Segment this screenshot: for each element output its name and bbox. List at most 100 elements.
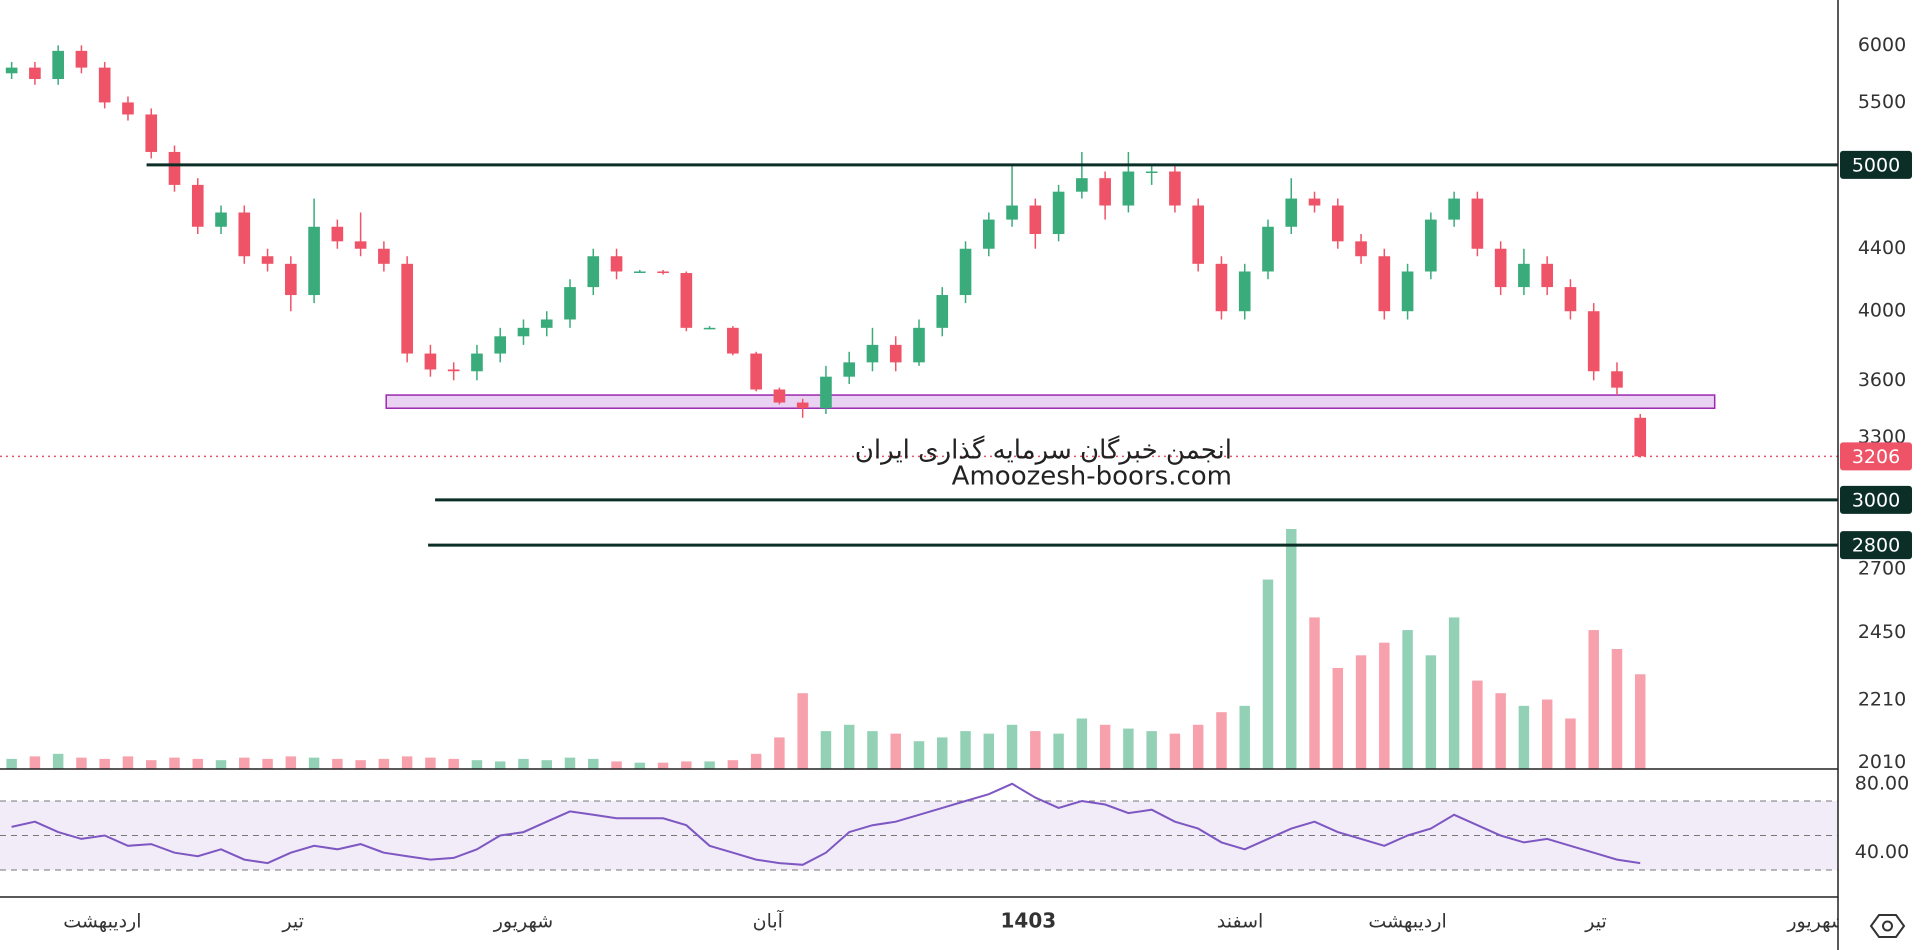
volume-bar — [820, 731, 832, 769]
volume-bar — [611, 761, 622, 769]
volume-bar — [215, 760, 227, 769]
volume-bar — [634, 762, 646, 769]
level-label: 2800 — [1852, 535, 1900, 557]
time-axis: اردیبهشت تیر شهریور آبان 1403 اسفند اردیبهشت تی… — [63, 909, 1847, 933]
volume-bar — [285, 756, 297, 769]
candle-body — [308, 226, 320, 296]
volume-bar — [1286, 529, 1297, 769]
candle-body — [1518, 263, 1530, 288]
volume-bar — [1309, 617, 1320, 769]
candle-body — [75, 50, 88, 68]
watermark: انجمن خبرگان سرمایه گذاری ایران — [855, 435, 1232, 466]
volume-bar — [774, 737, 785, 769]
candle-body — [820, 376, 832, 409]
volume-bar — [1169, 733, 1181, 769]
candle-body — [540, 319, 553, 328]
volume-bar — [1006, 724, 1018, 769]
level-label: 5000 — [1852, 154, 1900, 176]
candle-body — [1611, 371, 1623, 388]
volume-bar — [1053, 733, 1064, 769]
x-tick-label: آبان — [753, 909, 784, 933]
volume-bar — [425, 757, 436, 769]
volume-bar — [494, 761, 506, 769]
price-axis: 2010221024502700330036004000440055006000… — [1840, 34, 1912, 863]
last-price-box — [1840, 442, 1912, 471]
price-layer — [0, 45, 1838, 547]
volume-bar — [76, 757, 87, 769]
volume-bar — [1146, 731, 1157, 769]
rsi-pane — [0, 782, 1838, 871]
volume-bar — [843, 724, 855, 769]
candle-body — [1401, 271, 1414, 312]
volume-bar — [401, 756, 413, 769]
candle-body — [913, 327, 925, 363]
x-tick-label: شهریور — [493, 911, 553, 933]
settings-icon[interactable] — [1869, 914, 1906, 938]
candle-body — [727, 327, 739, 354]
y-tick-label: 4000 — [1858, 300, 1906, 322]
candle-body — [750, 353, 762, 390]
volume-bar — [1332, 667, 1344, 769]
volume-bar — [378, 758, 390, 769]
x-tick-label: اسفند — [1217, 911, 1264, 933]
candle-body — [29, 67, 41, 80]
candle-body — [1448, 198, 1460, 220]
watermark-layer: انجمن خبرگان سرمایه گذاری ایرانAmoozesh-… — [855, 435, 1232, 492]
candle-body — [1425, 219, 1437, 272]
candle-body — [285, 263, 297, 296]
candle-body — [354, 241, 367, 249]
volume-bar — [448, 758, 459, 769]
candle-body — [1564, 287, 1577, 312]
candle-body — [1122, 171, 1135, 206]
candle-body — [703, 327, 716, 330]
volume-bar — [937, 737, 948, 769]
candle-body — [982, 219, 995, 249]
zone-layer — [385, 394, 1716, 409]
candle-body — [610, 256, 623, 272]
x-tick-label: اردیبهشت — [1368, 911, 1446, 933]
candle-body — [889, 344, 902, 363]
candle-body — [1308, 198, 1321, 206]
candle-body — [1169, 171, 1181, 206]
candle-body — [191, 184, 204, 227]
volume-bar — [471, 760, 483, 769]
volume-layer — [6, 529, 1646, 769]
y-tick-label: 5500 — [1858, 91, 1906, 113]
candle-body — [261, 256, 274, 264]
candle-body — [633, 271, 646, 273]
volume-bar — [6, 758, 17, 769]
candle-body — [1541, 263, 1553, 288]
candle-body — [1076, 178, 1088, 192]
y-tick-label: 3600 — [1858, 369, 1906, 391]
candle-body — [843, 362, 856, 377]
volume-bar — [1588, 630, 1599, 769]
candle-body — [1215, 263, 1228, 312]
candle-body — [401, 263, 413, 354]
volume-bar — [1611, 649, 1623, 769]
y-tick-label: 6000 — [1858, 34, 1906, 56]
volume-bar — [867, 731, 878, 769]
volume-bar — [1239, 705, 1250, 769]
volume-bar — [1379, 642, 1390, 769]
candle-body — [447, 369, 460, 372]
candle-body — [1145, 171, 1158, 174]
rsi-line — [11, 782, 1641, 866]
level-label-box — [1840, 150, 1912, 179]
volume-bar — [239, 757, 250, 769]
candle-body — [238, 212, 251, 257]
volume-bar — [564, 757, 576, 769]
candle-body — [1587, 311, 1600, 372]
volume-bar — [1216, 712, 1227, 769]
volume-bar — [122, 756, 134, 769]
level-label: 3000 — [1852, 489, 1900, 511]
candle-body — [52, 50, 64, 80]
volume-bar — [1355, 655, 1367, 769]
y-tick-label: 2700 — [1858, 557, 1906, 579]
candle-body — [564, 287, 576, 320]
candle-body — [1285, 198, 1298, 227]
candle-body — [145, 114, 158, 152]
x-tick-label: 1403 — [1001, 909, 1057, 933]
candle-body — [517, 327, 530, 337]
candle-body — [773, 389, 786, 403]
